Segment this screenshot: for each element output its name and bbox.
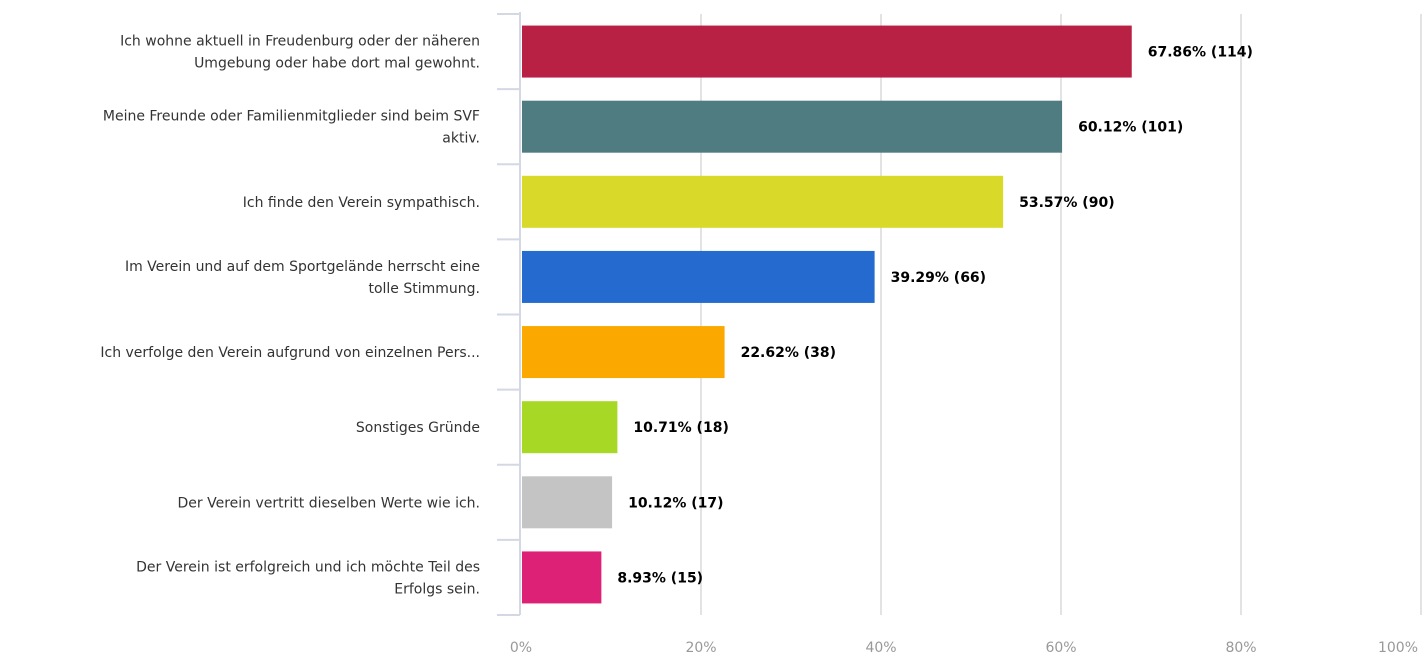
value-label-6: 10.71% (18) [633, 420, 728, 436]
bar-5 [522, 326, 725, 379]
x-tick-label-0: 0% [510, 640, 532, 656]
bar-6 [522, 401, 618, 454]
x-tick-label-20: 20% [685, 640, 716, 656]
value-label-8: 8.93% (15) [617, 570, 703, 586]
x-tick-label-100: 100% [1378, 640, 1418, 656]
category-label-3: Ich finde den Verein sympathisch. [243, 195, 480, 211]
x-tick-label-40: 40% [865, 640, 896, 656]
category-label-5: Ich verfolge den Verein aufgrund von ein… [100, 345, 480, 361]
x-tick-label-80: 80% [1225, 640, 1256, 656]
value-label-7: 10.12% (17) [628, 495, 723, 511]
bars [522, 25, 1132, 604]
value-label-2: 60.12% (101) [1078, 120, 1183, 136]
category-label-1: Ich wohne aktuell in Freudenburg oder de… [120, 34, 480, 72]
bar-7 [522, 476, 613, 529]
value-label-1: 67.86% (114) [1148, 45, 1253, 61]
category-label-4: Im Verein und auf dem Sportgelände herrs… [125, 259, 480, 297]
category-labels: Ich wohne aktuell in Freudenburg oder de… [100, 34, 480, 598]
bar-1 [522, 25, 1132, 78]
value-label-5: 22.62% (38) [741, 345, 836, 361]
x-tick-labels: 0% 20% 40% 60% 80% 100% [510, 640, 1418, 656]
bar-8 [522, 551, 602, 604]
value-labels: 67.86% (114) 60.12% (101) 53.57% (90) 39.29… [617, 45, 1253, 587]
category-label-2: Meine Freunde oder Familienmitglieder si… [103, 109, 480, 147]
y-axis [497, 12, 521, 616]
value-label-4: 39.29% (66) [891, 270, 986, 286]
category-label-7: Der Verein vertritt dieselben Werte wie … [178, 495, 480, 511]
x-tick-label-60: 60% [1045, 640, 1076, 656]
category-label-8: Der Verein ist erfolgreich und ich möcht… [136, 559, 480, 597]
bar-4 [522, 250, 875, 303]
category-label-6: Sonstiges Gründe [356, 420, 480, 436]
bar-3 [522, 175, 1004, 228]
value-label-3: 53.57% (90) [1019, 195, 1114, 211]
bar-2 [522, 100, 1063, 153]
